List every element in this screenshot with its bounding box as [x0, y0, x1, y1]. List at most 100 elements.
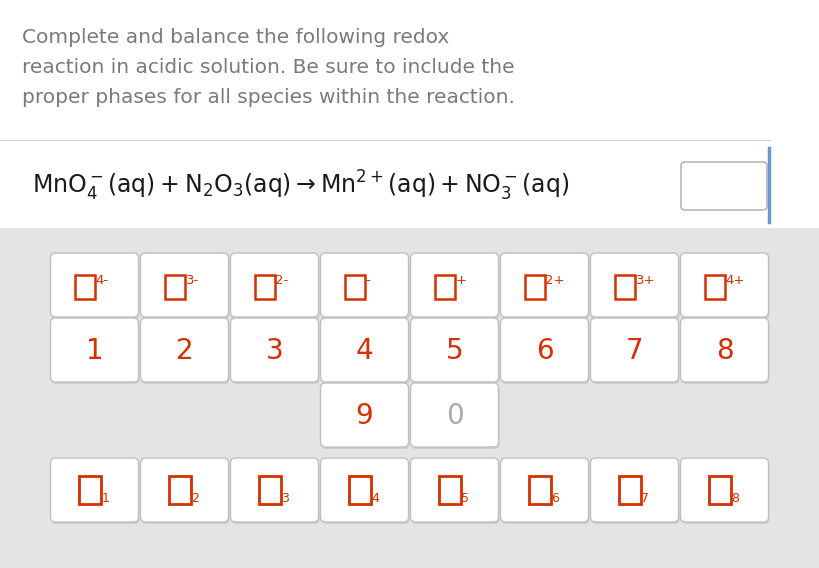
- FancyBboxPatch shape: [0, 228, 819, 568]
- Text: 3: 3: [282, 492, 289, 505]
- Text: +: +: [455, 274, 467, 287]
- Bar: [165, 275, 184, 299]
- FancyBboxPatch shape: [0, 0, 819, 228]
- FancyBboxPatch shape: [500, 458, 589, 522]
- Bar: [255, 275, 274, 299]
- Text: 4: 4: [372, 492, 379, 505]
- FancyBboxPatch shape: [52, 460, 139, 524]
- Text: 8: 8: [716, 337, 733, 365]
- FancyBboxPatch shape: [591, 460, 680, 524]
- Text: 3: 3: [265, 337, 283, 365]
- Text: 2: 2: [176, 337, 193, 365]
- FancyBboxPatch shape: [142, 460, 229, 524]
- FancyBboxPatch shape: [141, 253, 229, 317]
- Text: 7: 7: [626, 337, 643, 365]
- Bar: [259, 476, 280, 504]
- Bar: [618, 476, 640, 504]
- FancyBboxPatch shape: [411, 460, 500, 524]
- FancyBboxPatch shape: [410, 458, 499, 522]
- FancyBboxPatch shape: [410, 383, 499, 447]
- Text: reaction in acidic solution. Be sure to include the: reaction in acidic solution. Be sure to …: [22, 58, 514, 77]
- FancyBboxPatch shape: [411, 385, 500, 449]
- Text: 9: 9: [355, 402, 373, 430]
- FancyBboxPatch shape: [501, 460, 590, 524]
- FancyBboxPatch shape: [322, 255, 410, 319]
- Text: Complete and balance the following redox: Complete and balance the following redox: [22, 28, 450, 47]
- Text: 8: 8: [731, 492, 740, 505]
- FancyBboxPatch shape: [411, 255, 500, 319]
- Bar: [524, 275, 545, 299]
- Text: 6: 6: [536, 337, 554, 365]
- FancyBboxPatch shape: [681, 320, 770, 384]
- Text: 4-: 4-: [96, 274, 109, 287]
- FancyBboxPatch shape: [320, 383, 409, 447]
- FancyBboxPatch shape: [591, 320, 680, 384]
- FancyBboxPatch shape: [591, 255, 680, 319]
- FancyBboxPatch shape: [410, 253, 499, 317]
- Text: 3+: 3+: [636, 274, 655, 287]
- Text: 1: 1: [102, 492, 110, 505]
- FancyBboxPatch shape: [230, 318, 319, 382]
- FancyBboxPatch shape: [141, 458, 229, 522]
- FancyBboxPatch shape: [322, 320, 410, 384]
- FancyBboxPatch shape: [51, 318, 138, 382]
- FancyBboxPatch shape: [322, 385, 410, 449]
- FancyBboxPatch shape: [500, 318, 589, 382]
- FancyBboxPatch shape: [681, 253, 768, 317]
- Text: -: -: [365, 274, 370, 287]
- FancyBboxPatch shape: [52, 255, 139, 319]
- FancyBboxPatch shape: [230, 458, 319, 522]
- FancyBboxPatch shape: [501, 320, 590, 384]
- FancyBboxPatch shape: [500, 253, 589, 317]
- Text: 5: 5: [446, 337, 464, 365]
- Bar: [704, 275, 725, 299]
- Text: 6: 6: [551, 492, 559, 505]
- Bar: [528, 476, 550, 504]
- Text: 4+: 4+: [726, 274, 744, 287]
- FancyBboxPatch shape: [322, 460, 410, 524]
- FancyBboxPatch shape: [681, 458, 768, 522]
- FancyBboxPatch shape: [232, 320, 319, 384]
- Text: 7: 7: [641, 492, 649, 505]
- Bar: [438, 476, 460, 504]
- Text: 1: 1: [86, 337, 103, 365]
- Bar: [349, 476, 370, 504]
- Bar: [79, 476, 101, 504]
- FancyBboxPatch shape: [142, 255, 229, 319]
- Text: 2: 2: [192, 492, 199, 505]
- Text: 2+: 2+: [545, 274, 565, 287]
- FancyBboxPatch shape: [681, 460, 770, 524]
- FancyBboxPatch shape: [232, 460, 319, 524]
- FancyBboxPatch shape: [320, 318, 409, 382]
- FancyBboxPatch shape: [681, 255, 770, 319]
- FancyBboxPatch shape: [51, 253, 138, 317]
- FancyBboxPatch shape: [142, 320, 229, 384]
- FancyBboxPatch shape: [590, 253, 678, 317]
- FancyBboxPatch shape: [230, 253, 319, 317]
- FancyBboxPatch shape: [320, 458, 409, 522]
- Text: 3-: 3-: [185, 274, 199, 287]
- Bar: [708, 476, 731, 504]
- Text: proper phases for all species within the reaction.: proper phases for all species within the…: [22, 88, 515, 107]
- FancyBboxPatch shape: [590, 318, 678, 382]
- Bar: [75, 275, 94, 299]
- FancyBboxPatch shape: [51, 458, 138, 522]
- Text: 5: 5: [461, 492, 469, 505]
- FancyBboxPatch shape: [232, 255, 319, 319]
- FancyBboxPatch shape: [411, 320, 500, 384]
- Bar: [345, 275, 364, 299]
- FancyBboxPatch shape: [141, 318, 229, 382]
- FancyBboxPatch shape: [320, 253, 409, 317]
- FancyBboxPatch shape: [501, 255, 590, 319]
- Bar: [169, 476, 191, 504]
- FancyBboxPatch shape: [52, 320, 139, 384]
- Bar: [614, 275, 635, 299]
- FancyBboxPatch shape: [681, 162, 767, 210]
- Text: 4: 4: [355, 337, 373, 365]
- Bar: [435, 275, 455, 299]
- Text: 0: 0: [446, 402, 464, 430]
- Text: 2-: 2-: [275, 274, 289, 287]
- FancyBboxPatch shape: [590, 458, 678, 522]
- Text: $\mathregular{MnO_4^-(aq) + N_2O_3(aq) \rightarrow Mn^{2+}(aq) + NO_3^-(aq)}$: $\mathregular{MnO_4^-(aq) + N_2O_3(aq) \…: [32, 169, 569, 203]
- FancyBboxPatch shape: [681, 318, 768, 382]
